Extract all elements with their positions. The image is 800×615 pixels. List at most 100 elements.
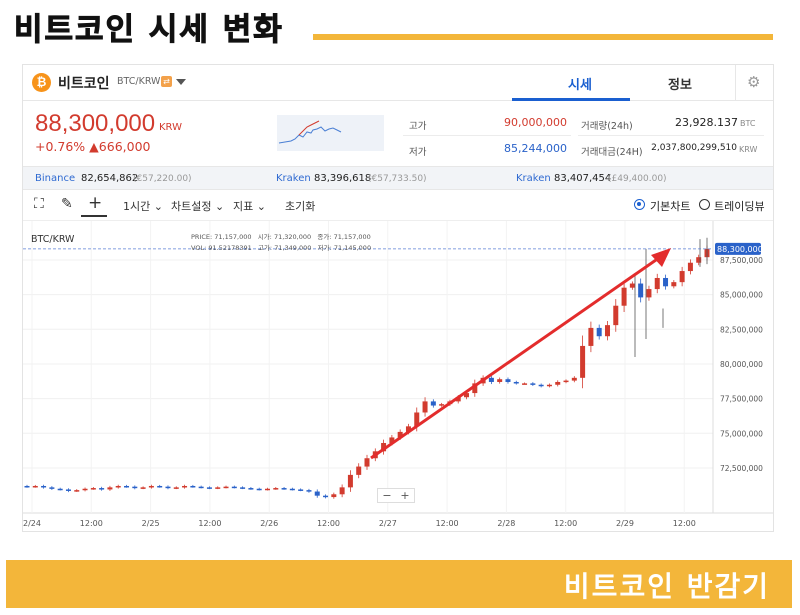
page-title: 비트코인 시세 변화 <box>14 11 284 48</box>
coin-name[interactable]: 비트코인 <box>58 76 110 92</box>
candle-body <box>347 474 353 488</box>
y-tick-label: 87,500,000 <box>720 256 763 265</box>
y-tick-label: 75,000,000 <box>720 429 763 438</box>
vol-value: 91.52178391 <box>208 244 252 252</box>
candle-body <box>422 401 428 413</box>
candle-body <box>140 487 146 489</box>
candle-body <box>580 345 586 378</box>
volume-label: 거래량(24h) <box>581 121 633 132</box>
candle-body <box>298 489 304 491</box>
candle-body <box>323 495 329 498</box>
candle-body <box>472 383 478 394</box>
crosshair-icon[interactable]: + <box>88 193 103 213</box>
reset-button[interactable]: 초기화 <box>285 200 316 213</box>
zoom-out-button[interactable]: − <box>382 489 392 502</box>
x-tick-label: 12:00 <box>673 519 696 528</box>
candle-body <box>74 490 80 492</box>
active-tool-indicator <box>81 215 107 217</box>
x-tick-label: 12:00 <box>198 519 221 528</box>
zoom-in-button[interactable]: + <box>400 489 410 502</box>
x-tick-label: 12:00 <box>317 519 340 528</box>
ohlc-row-1: PRICE: 71,157,000 시가: 71,320,000 종가: 71,… <box>191 232 431 243</box>
x-tick-label: 2/29 <box>616 519 634 528</box>
candle-body <box>306 490 312 492</box>
close-value: 71,157,000 <box>333 233 371 241</box>
chart-symbol: BTC/KRW <box>31 234 75 245</box>
high-value: 71,349,000 <box>274 244 312 252</box>
exchange-name[interactable]: Binance <box>35 173 76 184</box>
candle-body <box>397 431 403 438</box>
divider <box>578 135 764 136</box>
candle-body <box>629 283 635 288</box>
candle-body <box>314 491 320 496</box>
open-value: 71,320,000 <box>273 233 312 241</box>
divider <box>403 135 571 136</box>
candle-body <box>654 277 660 290</box>
high-value: 90,000,000 <box>504 116 567 129</box>
candle-body <box>488 377 494 382</box>
open-label: 시가: <box>257 233 272 241</box>
fullscreen-icon[interactable]: ⛶ <box>34 196 44 212</box>
x-tick-label: 2/27 <box>379 519 397 528</box>
sparkline-thumbnail <box>277 115 384 151</box>
candle-body <box>687 262 693 272</box>
candle-body <box>530 383 536 385</box>
tab-info[interactable]: 정보 <box>668 78 692 93</box>
price-widget: ₿ 비트코인 BTC/KRW ⇄ 시세 정보 ⚙ 88,300,000 KRW … <box>22 64 774 532</box>
radio-tradingview[interactable] <box>699 199 710 210</box>
interval-dropdown[interactable]: 1시간 ⌄ <box>123 200 163 213</box>
candle-body <box>99 488 105 490</box>
chart-toolbar: ⛶ ✎ + 1시간 ⌄ 차트설정 ⌄ 지표 ⌄ 초기화 기본차트 트레이딩뷰 <box>23 192 773 218</box>
candle-body <box>256 488 262 491</box>
candle-body <box>215 487 221 489</box>
candle-body <box>198 486 204 489</box>
amount-value: 2,037,800,299,510 <box>651 143 737 153</box>
exchange-price: 82,654,862 <box>81 173 139 184</box>
exchange-name[interactable]: Kraken <box>516 173 551 184</box>
candle-body <box>173 487 179 489</box>
x-tick-label: 12:00 <box>436 519 459 528</box>
low-value: 71,145,000 <box>333 244 372 252</box>
x-tick-label: 12:00 <box>554 519 577 528</box>
candle-body <box>190 485 196 488</box>
basic-chart-label[interactable]: 기본차트 <box>650 200 691 213</box>
amount-label: 거래대금(24H) <box>581 147 643 158</box>
candle-body <box>356 466 362 475</box>
x-tick-label: 12:00 <box>80 519 103 528</box>
candle-body <box>555 381 561 385</box>
current-price: 88,300,000 <box>35 110 156 137</box>
pencil-icon[interactable]: ✎ <box>61 196 73 212</box>
tab-price[interactable]: 시세 <box>568 78 592 93</box>
candle-body <box>430 401 436 406</box>
candle-body <box>32 485 38 488</box>
candle-body <box>505 379 511 382</box>
y-tick-label: 72,500,000 <box>720 464 763 473</box>
candle-body <box>381 442 387 452</box>
indicators-dropdown[interactable]: 지표 ⌄ <box>233 200 266 213</box>
radio-basic-chart[interactable] <box>634 199 645 210</box>
trend-arrow-head <box>651 248 671 267</box>
candle-body <box>596 327 602 337</box>
candle-body <box>231 486 237 489</box>
indicators-label: 지표 <box>233 200 254 213</box>
last-price-tag <box>715 242 761 255</box>
interval-label: 1시간 <box>123 200 151 213</box>
chevron-down-icon[interactable] <box>176 79 186 85</box>
close-label: 종가: <box>317 233 332 241</box>
title-underline <box>313 34 773 40</box>
gear-icon[interactable]: ⚙ <box>747 73 761 91</box>
candle-body <box>646 289 652 298</box>
chart-settings-dropdown[interactable]: 차트설정 ⌄ <box>171 200 225 213</box>
exchange-name[interactable]: Kraken <box>276 173 311 184</box>
ohlc-readout: PRICE: 71,157,000 시가: 71,320,000 종가: 71,… <box>191 232 431 254</box>
price-chart[interactable]: 87,500,000 85,000,000 82,500,000 80,000,000… <box>23 220 773 532</box>
x-tick-label: 2/28 <box>497 519 515 528</box>
candle-body <box>538 384 544 387</box>
x-tick-label: 2/26 <box>260 519 278 528</box>
exchange-price-bar: Binance 82,654,862 (€57,220.00) Kraken 8… <box>23 166 773 190</box>
low-label: 저가: <box>317 244 332 252</box>
x-tick-label: 2/25 <box>142 519 160 528</box>
active-tab-indicator <box>512 98 630 101</box>
candle-body <box>497 379 503 382</box>
tradingview-label[interactable]: 트레이딩뷰 <box>714 200 765 213</box>
